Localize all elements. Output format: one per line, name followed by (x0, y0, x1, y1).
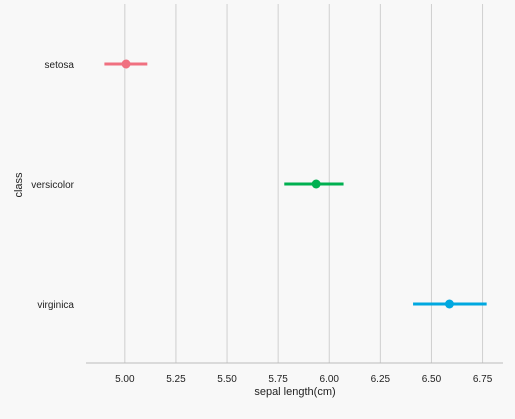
y-tick-label: setosa (45, 60, 75, 71)
mean-point-virginica (444, 299, 454, 309)
x-tick-label: 6.75 (473, 374, 493, 385)
data-marks (104, 59, 487, 309)
y-tick-label: versicolor (31, 180, 74, 191)
x-tick-label: 6.50 (422, 374, 442, 385)
x-tick-label: 6.00 (320, 374, 340, 385)
mean-point-setosa (121, 59, 131, 69)
x-tick-label: 5.50 (217, 374, 237, 385)
x-tick-label: 5.75 (268, 374, 288, 385)
y-tick-label: virginica (37, 300, 74, 311)
x-tick-labels: 5.00 5.25 5.50 5.75 6.00 6.25 6.50 6.75 (115, 374, 493, 385)
x-tick-label: 6.25 (371, 374, 391, 385)
y-tick-labels: setosa versicolor virginica (31, 60, 74, 311)
x-axis-label: sepal length(cm) (254, 386, 335, 398)
x-tick-label: 5.25 (166, 374, 186, 385)
x-tick-label: 5.00 (115, 374, 135, 385)
mean-point-versicolor (311, 179, 321, 189)
y-axis-label: class (13, 172, 25, 198)
